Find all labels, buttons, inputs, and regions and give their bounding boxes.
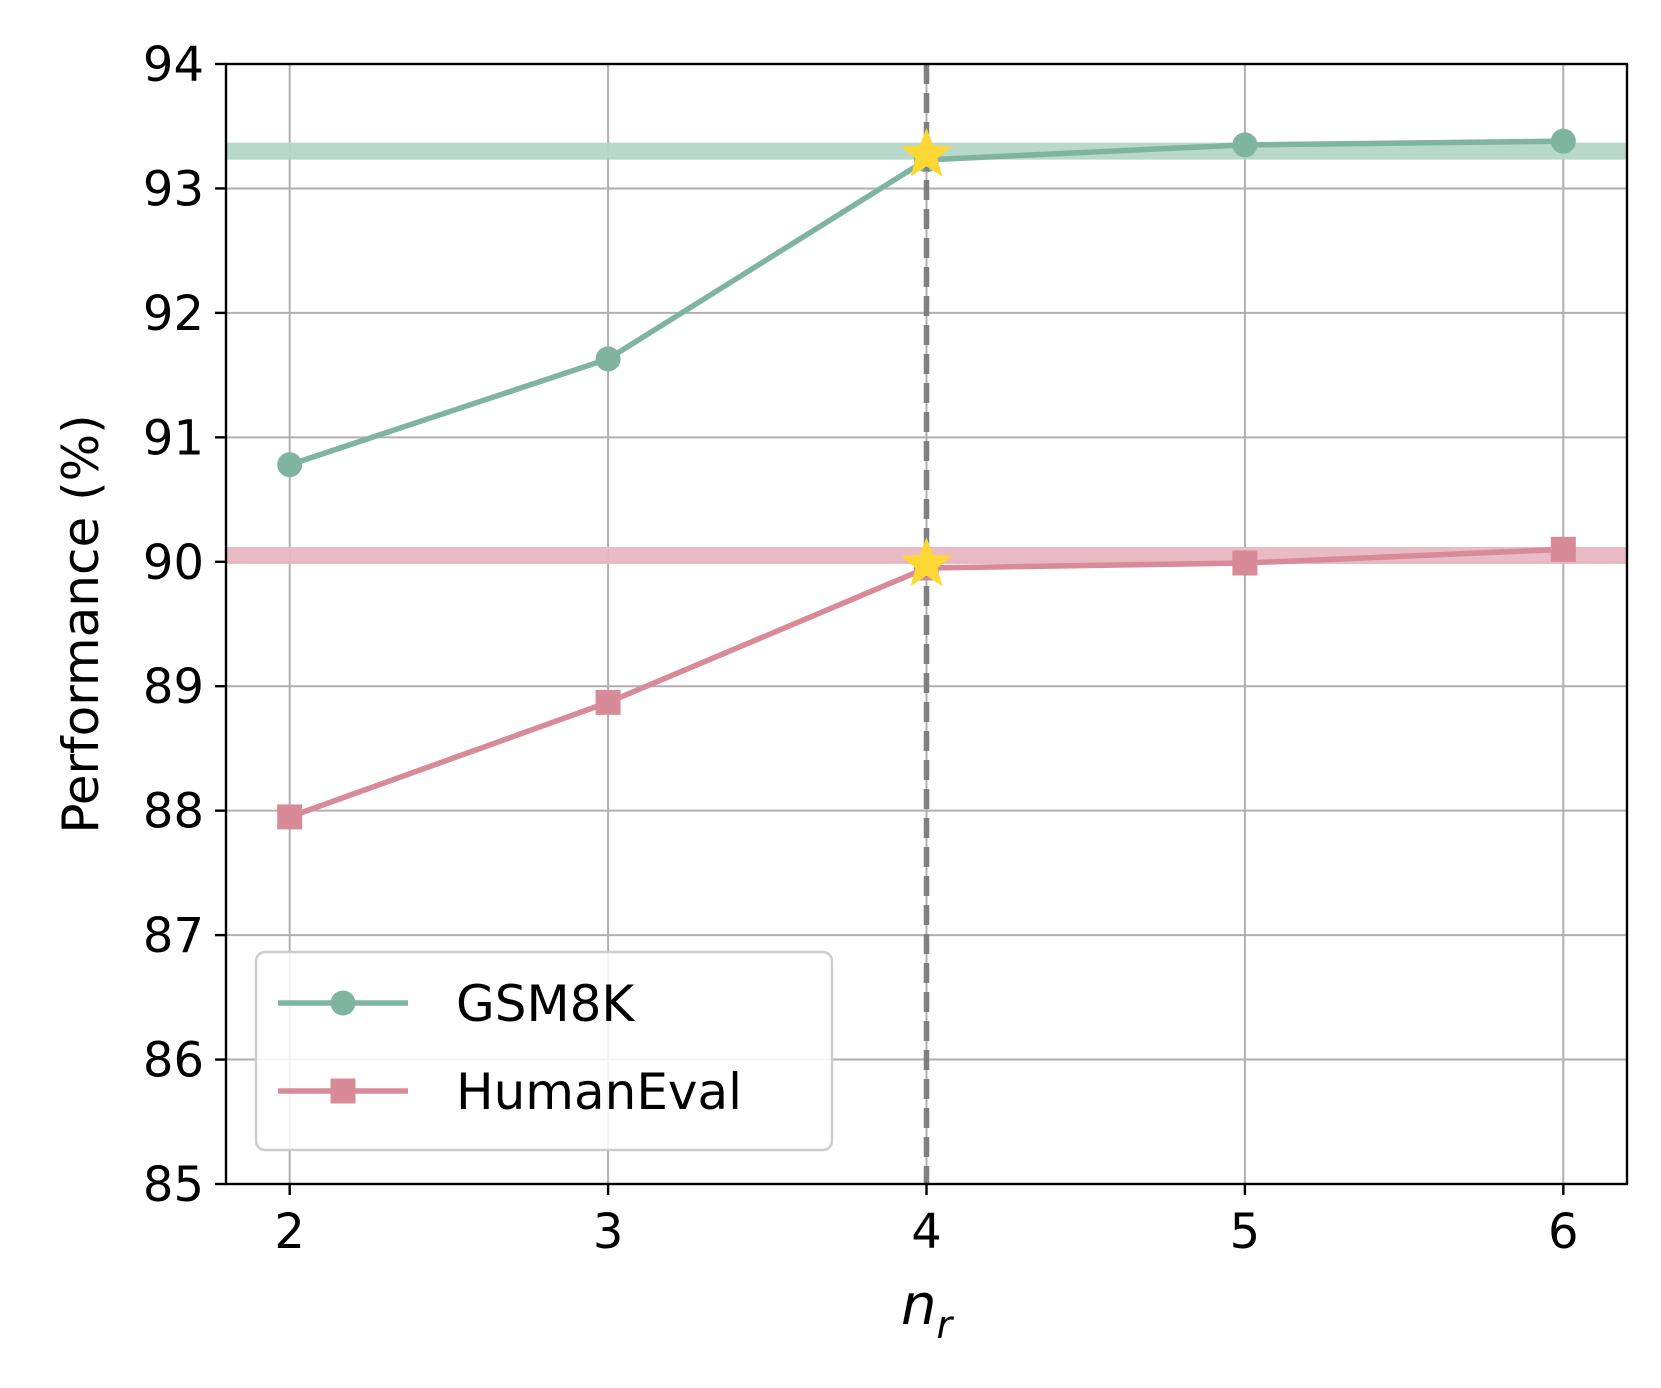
y-tick-label: 86 <box>143 1033 204 1089</box>
y-tick-label: 89 <box>143 659 204 715</box>
y-tick-label: 92 <box>143 286 204 342</box>
x-tick-label: 6 <box>1548 1204 1579 1260</box>
data-point-gsm8k <box>1232 132 1258 158</box>
legend-label-gsm8k: GSM8K <box>456 975 635 1033</box>
y-axis-label: Performance (%) <box>52 414 110 833</box>
x-tick-label: 4 <box>911 1204 942 1260</box>
x-axis-label-subscript: r <box>936 1303 954 1347</box>
y-tick-label: 87 <box>143 908 204 964</box>
y-tick-label: 88 <box>143 784 204 840</box>
legend-label-humaneval: HumanEval <box>456 1063 742 1121</box>
data-point-gsm8k <box>1550 128 1576 154</box>
star-marker-humaneval <box>900 537 953 587</box>
data-point-humaneval <box>1550 536 1576 562</box>
legend-marker-gsm8k <box>330 990 356 1016</box>
x-tick-label: 5 <box>1230 1204 1261 1260</box>
data-point-gsm8k <box>277 452 303 478</box>
y-tick-label: 90 <box>143 535 204 591</box>
y-tick-label: 85 <box>143 1157 204 1213</box>
y-tick-label: 93 <box>143 161 204 217</box>
y-tick-label: 91 <box>143 410 204 466</box>
data-point-humaneval <box>595 689 621 715</box>
y-tick-label: 94 <box>143 37 204 93</box>
data-point-humaneval <box>277 804 303 830</box>
x-tick-label: 2 <box>274 1204 305 1260</box>
x-axis-label: nr <box>901 1273 955 1347</box>
data-point-gsm8k <box>595 346 621 372</box>
x-tick-label: 3 <box>593 1204 624 1260</box>
legend-marker-humaneval <box>330 1078 356 1104</box>
x-axis-label-base: n <box>901 1273 937 1338</box>
star-marker-gsm8k <box>900 127 953 177</box>
data-point-humaneval <box>1232 550 1258 576</box>
